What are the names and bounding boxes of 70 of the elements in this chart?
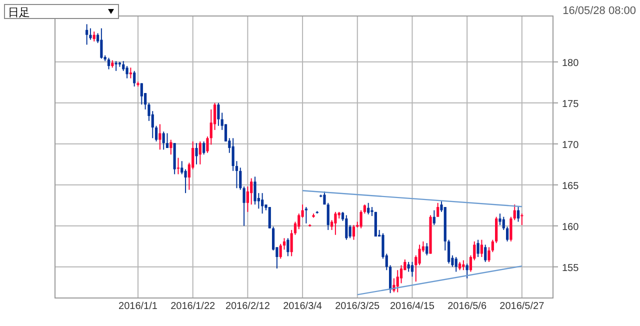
- candlestick: [133, 70, 136, 87]
- candlestick: [407, 261, 410, 272]
- y-tick-label: 170: [562, 140, 580, 151]
- candlestick: [480, 239, 483, 258]
- candlestick: [462, 260, 465, 271]
- candlestick: [520, 213, 524, 226]
- candlestick: [114, 60, 118, 72]
- candlestick: [298, 213, 300, 230]
- candlestick: [370, 206, 374, 217]
- control-dropdown: 日足: [4, 4, 119, 19]
- candlestick: [176, 157, 180, 175]
- candlestick: [352, 224, 356, 240]
- candlestick: [334, 211, 337, 236]
- candlestick: [86, 24, 88, 46]
- candlestick: [198, 140, 202, 165]
- x-tick-label: 2016/5/27: [500, 301, 545, 312]
- candlestick: [436, 202, 440, 218]
- y-tick-label: 175: [562, 98, 580, 110]
- candlestick: [166, 132, 169, 148]
- candlestick: [506, 226, 509, 242]
- candlestick: [476, 239, 480, 258]
- candlestick: [122, 60, 125, 72]
- candlestick: [447, 239, 450, 264]
- x-tick-label: 2016/1/1: [118, 301, 158, 312]
- y-tick-label: 165: [562, 180, 580, 192]
- x-tick-label: 2016/3/4: [283, 301, 322, 312]
- candlestick: [495, 216, 498, 244]
- candlestick: [195, 142, 198, 165]
- candlestick: [516, 206, 520, 222]
- candlestick: [400, 264, 403, 284]
- x-tick-label: 2016/2/12: [225, 301, 270, 312]
- candlestick: [304, 206, 308, 224]
- candlestick: [170, 139, 172, 156]
- candlestick: [217, 102, 220, 126]
- candlestick: [140, 82, 143, 106]
- candlestick: [268, 206, 271, 229]
- y-tick-label: 155: [562, 262, 580, 274]
- candlestick: [158, 124, 162, 150]
- candlestick: [396, 270, 399, 293]
- candlestick: [107, 57, 110, 70]
- y-tick-label: 180: [562, 58, 580, 69]
- candlestick: [345, 214, 348, 240]
- candlestick: [432, 210, 436, 226]
- candlestick: [100, 28, 103, 60]
- x-tick-label: 2016/3/25: [335, 301, 380, 312]
- candlestick: [388, 264, 392, 294]
- candlestick: [154, 125, 158, 142]
- text: 16/05/28 08:00: [562, 5, 636, 17]
- candlestick: [484, 244, 487, 262]
- x-tick-label: 2016/4/15: [390, 301, 435, 312]
- candlestick: [162, 131, 165, 150]
- candlestick: [261, 192, 264, 214]
- candlestick: [254, 176, 256, 206]
- x-tick-label: 2016/1/22: [170, 301, 216, 312]
- candlestick: [282, 238, 286, 250]
- x-tick-label: 2016/5/6: [448, 301, 487, 312]
- candlestick: [89, 28, 92, 40]
- candlestick: [250, 178, 253, 206]
- candlestick: [454, 256, 458, 272]
- y-tick-label: 160: [562, 222, 580, 233]
- candlestick: [202, 140, 206, 156]
- candlestick: [466, 263, 468, 279]
- candlestick: [279, 243, 282, 260]
- candlestick: [502, 216, 505, 230]
- candlestick: [410, 261, 414, 278]
- candlestick: [180, 160, 184, 175]
- candlestick: [498, 213, 502, 226]
- candlestick: [286, 238, 290, 257]
- candlestick: [92, 31, 96, 42]
- candlestick: [426, 242, 428, 256]
